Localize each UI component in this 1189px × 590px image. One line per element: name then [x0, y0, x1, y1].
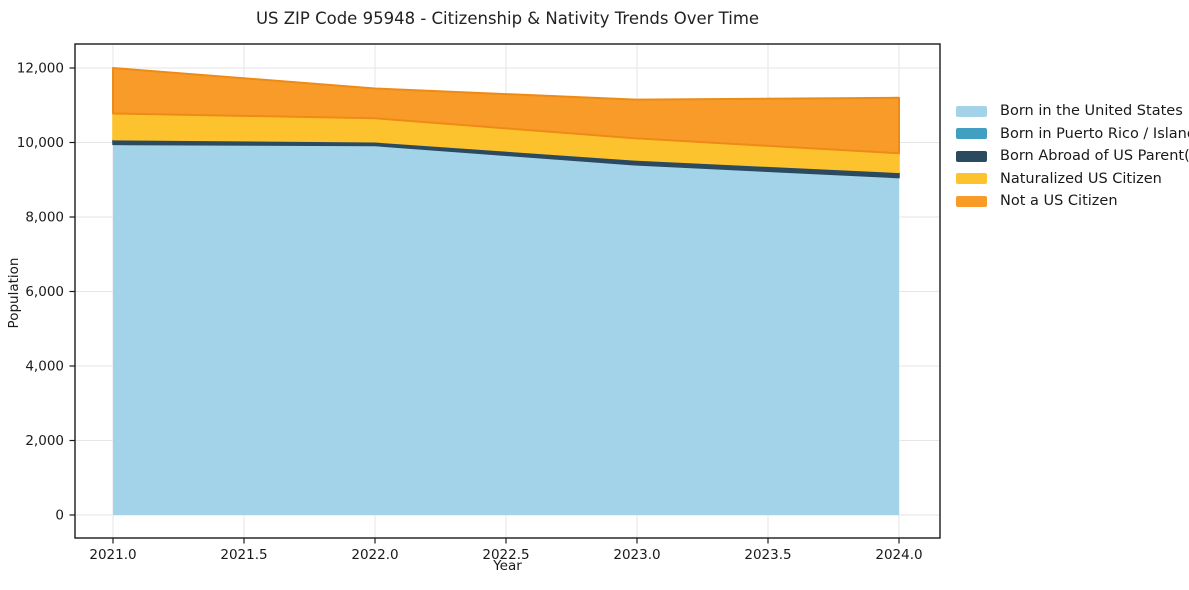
- x-axis-label: Year: [493, 558, 522, 574]
- legend-swatch-icon: [956, 105, 987, 117]
- y-tick-label: 2,000: [25, 433, 64, 449]
- y-axis-label: Population: [6, 257, 22, 329]
- legend-item: Naturalized US Citizen: [956, 171, 1189, 187]
- x-tick-label: 2021.0: [89, 547, 136, 563]
- y-tick-label: 8,000: [25, 210, 64, 226]
- y-tick-label: 4,000: [25, 359, 64, 375]
- legend-item: Born Abroad of US Parent(s): [956, 148, 1189, 164]
- legend: Born in the United States Born in Puerto…: [956, 103, 1189, 209]
- legend-swatch-icon: [956, 173, 987, 184]
- area-series-4: [112, 67, 900, 155]
- legend-item: Born in Puerto Rico / Islands: [956, 126, 1189, 142]
- area-series-0: [113, 144, 899, 516]
- x-tick-label: 2024.0: [875, 547, 922, 563]
- legend-label: Born in the United States: [1000, 103, 1183, 119]
- y-tick-label: 10,000: [17, 135, 64, 151]
- y-tick-label: 6,000: [25, 284, 64, 300]
- x-tick-label: 2023.0: [613, 547, 660, 563]
- legend-item: Born in the United States: [956, 103, 1189, 119]
- stacked-areas: [112, 67, 900, 516]
- x-tick-labels: 2021.0 2021.5 2022.0 2022.5 2023.0 2023.…: [89, 547, 922, 563]
- x-tick-label: 2022.0: [351, 547, 398, 563]
- x-tick-label: 2023.5: [744, 547, 791, 563]
- y-tick-labels: 0 2,000 4,000 6,000 8,000 10,000 12,000: [17, 61, 64, 524]
- legend-swatch-icon: [956, 128, 987, 139]
- x-tick-label: 2021.5: [220, 547, 267, 563]
- legend-label: Born in Puerto Rico / Islands: [1000, 125, 1189, 142]
- x-tick-label: 2022.5: [482, 547, 529, 563]
- legend-label: Born Abroad of US Parent(s): [1000, 148, 1189, 164]
- legend-swatch-icon: [956, 150, 987, 162]
- legend-swatch-icon: [956, 195, 987, 207]
- legend-label: Not a US Citizen: [1000, 193, 1118, 209]
- legend-label: Naturalized US Citizen: [1000, 170, 1162, 187]
- y-tick-label: 0: [55, 508, 64, 524]
- chart-title: US ZIP Code 95948 - Citizenship & Nativi…: [255, 9, 760, 28]
- tick-marks: [69, 67, 900, 544]
- y-tick-label: 12,000: [17, 61, 64, 77]
- legend-item: Not a US Citizen: [956, 193, 1189, 209]
